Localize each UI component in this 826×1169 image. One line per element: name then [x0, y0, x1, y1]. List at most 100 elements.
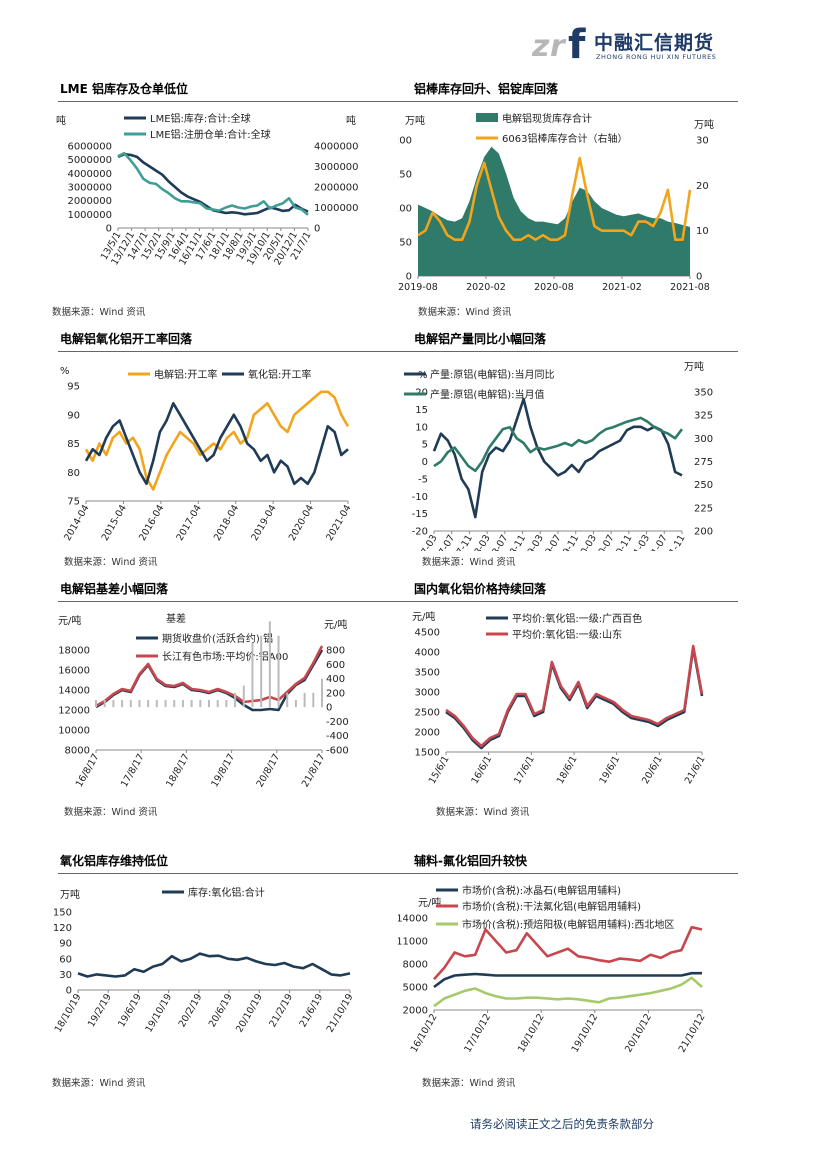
y-tick-label-left: 16000 — [58, 666, 90, 677]
y-tick-label-left: -5 — [418, 474, 428, 485]
x-tick-label: 18/8/17 — [164, 752, 192, 789]
y-tick-label-left: 4000000 — [67, 169, 112, 180]
y-tick-label-left: 1000000 — [67, 210, 112, 221]
x-tick-label: 18/10/19 — [53, 992, 84, 1034]
panel-title-lme-inventory: LME 铝库存及仓单低位 — [60, 82, 188, 96]
source-note: 数据来源：Wind 资讯 — [436, 807, 530, 818]
y-tick-label-right: 20 — [696, 181, 709, 192]
series-line-1 — [117, 151, 309, 216]
x-tick-label: 16/6/1 — [469, 754, 494, 786]
panel-title-aux-materials: 辅料-氟化铝回升较快 — [414, 854, 527, 868]
series-line-0 — [445, 646, 704, 750]
x-tick-label: 2018-04 — [212, 503, 241, 543]
x-tick-label: 17/10/12 — [462, 1012, 493, 1054]
x-tick-label: 18/6/1 — [555, 754, 580, 786]
x-tick-label: 21/10/12 — [677, 1012, 708, 1054]
x-tick-label: 2021-04 — [324, 503, 353, 543]
x-tick-label: 19/10/19 — [143, 992, 174, 1034]
svg-text:z: z — [532, 29, 550, 62]
series-line-1 — [433, 925, 703, 981]
y-tick-label-left: 5000 — [403, 983, 428, 994]
source-note: 数据来源：Wind 资讯 — [64, 557, 158, 568]
x-tick-label: 16/8/17 — [74, 752, 102, 789]
y-tick-label-left: 14000 — [58, 686, 90, 697]
y-unit-left: 元/吨 — [412, 610, 435, 623]
legend-label: 产量:原铝(电解铝):当月值 — [430, 388, 545, 401]
y-tick-label-left: 200 — [398, 136, 412, 147]
x-tick-label: 2020-02 — [466, 282, 506, 293]
series-line-0 — [77, 952, 351, 978]
y-tick-label-right: -600 — [326, 746, 349, 757]
y-tick-label-right: 200 — [694, 527, 713, 538]
chart-rod-ingot-inventory: 0 50 100 150 200 0 10 20 30 万吨 万吨 2019-08 2020-02 202… — [398, 112, 714, 293]
y-tick-label-right: 3000000 — [314, 162, 359, 173]
company-logo-text: 中融汇信期货 — [594, 32, 715, 54]
series-line-0 — [84, 390, 350, 491]
y-tick-label-left: -15 — [412, 509, 428, 520]
x-tick-label: 2019-04 — [249, 503, 278, 543]
footer-disclaimer: 请务必阅读正文之后的免责条款部分 — [470, 1117, 654, 1131]
series-line-2 — [433, 976, 703, 1008]
y-tick-label-left: 95 — [67, 382, 80, 393]
y-unit-left: % — [60, 366, 70, 377]
y-tick-label-right: 0 — [696, 272, 702, 283]
legend-label: 库存:氧化铝:合计 — [188, 886, 265, 899]
legend-label: 电解铝:开工率 — [154, 368, 217, 381]
y-tick-label-right: 30 — [696, 136, 709, 147]
legend-label: 市场价(含税):干法氟化铝(电解铝用辅料) — [462, 900, 641, 913]
legend-label: 长江有色市场:平均价:铝A00 — [162, 650, 288, 663]
y-unit-right: 吨 — [346, 114, 356, 127]
y-tick-label-left: 50 — [399, 238, 412, 249]
x-tick-label: 2016-04 — [137, 503, 166, 543]
y-tick-label-left: 2000 — [403, 1006, 428, 1017]
legend-label: LME铝:库存:合计:全球 — [150, 112, 251, 125]
source-note: 数据来源：Wind 资讯 — [64, 807, 158, 818]
y-unit-left: 万吨 — [60, 888, 80, 901]
x-tick-label: 17/8/17 — [119, 752, 147, 789]
y-tick-label-left: 3500 — [415, 668, 440, 679]
y-tick-label-left: 4500 — [415, 628, 440, 639]
series-line-1 — [84, 402, 349, 486]
x-tick-label: 2020-08 — [534, 282, 574, 293]
y-tick-label-left: 2500 — [415, 708, 440, 719]
panel-title-operating-rate: 电解铝氧化铝开工率回落 — [60, 332, 193, 346]
y-tick-label-left: 2000 — [415, 728, 440, 739]
y-unit-left: 万吨 — [405, 114, 425, 127]
x-tick-label: 21/8/17 — [300, 752, 328, 789]
y-tick-label-left: 90 — [67, 410, 80, 421]
svg-text:f: f — [568, 22, 586, 62]
legend-label: 6063铝棒库存合计（右轴） — [502, 132, 627, 145]
y-tick-label-right: 400 — [326, 674, 345, 685]
y-tick-label-left: 18000 — [58, 646, 90, 657]
y-tick-label-left: 0 — [106, 224, 112, 235]
y-tick-label-left: 14000 — [398, 914, 428, 925]
y-tick-label-right: 4000000 — [314, 142, 359, 153]
y-tick-label-left: 10 — [415, 422, 428, 433]
y-tick-label-left: 0 — [422, 457, 428, 468]
x-tick-label: 2015-04 — [100, 503, 129, 543]
x-tick-label: 2021-08 — [670, 282, 710, 293]
x-tick-label: 19/8/17 — [209, 752, 237, 789]
x-tick-label: 21/6/1 — [683, 754, 708, 786]
y-tick-label-left: 3000000 — [67, 183, 112, 194]
legend-label: 市场价(含税):冰晶石(电解铝用辅料) — [462, 884, 621, 897]
y-tick-label-left: 4000 — [415, 648, 440, 659]
y-tick-label-right: 0 — [326, 703, 332, 714]
chart-annotation: 基差 — [166, 612, 186, 625]
y-tick-label-right: 200 — [326, 688, 345, 699]
divider — [58, 101, 738, 102]
chart-output-yoy: -20-15-10-505101520200225250275300325350… — [404, 360, 713, 551]
y-tick-label-left: 5 — [422, 440, 428, 451]
y-tick-label-left: 0 — [66, 986, 72, 997]
legend-label: 市场价(含税):预焙阳极(电解铝用辅料):西北地区 — [462, 918, 674, 931]
series-line-1 — [417, 156, 692, 241]
chart-alumina-price: 1500 2000 2500 3000 3500 4000 4500 元/吨 15/6/1 16/… — [412, 610, 708, 786]
panel-title-output-yoy: 电解铝产量同比小幅回落 — [414, 332, 547, 346]
series-area-0 — [418, 146, 690, 276]
y-tick-label-left: 120 — [53, 923, 72, 934]
source-note: 数据来源：Wind 资讯 — [422, 557, 516, 568]
legend-label: 平均价:氧化铝:一级:广西百色 — [512, 612, 642, 625]
x-tick-label: 2020-04 — [287, 503, 316, 543]
panel-title-alumina-inventory: 氧化铝库存维持低位 — [60, 854, 169, 868]
source-note: 数据来源：Wind 资讯 — [422, 1078, 516, 1089]
